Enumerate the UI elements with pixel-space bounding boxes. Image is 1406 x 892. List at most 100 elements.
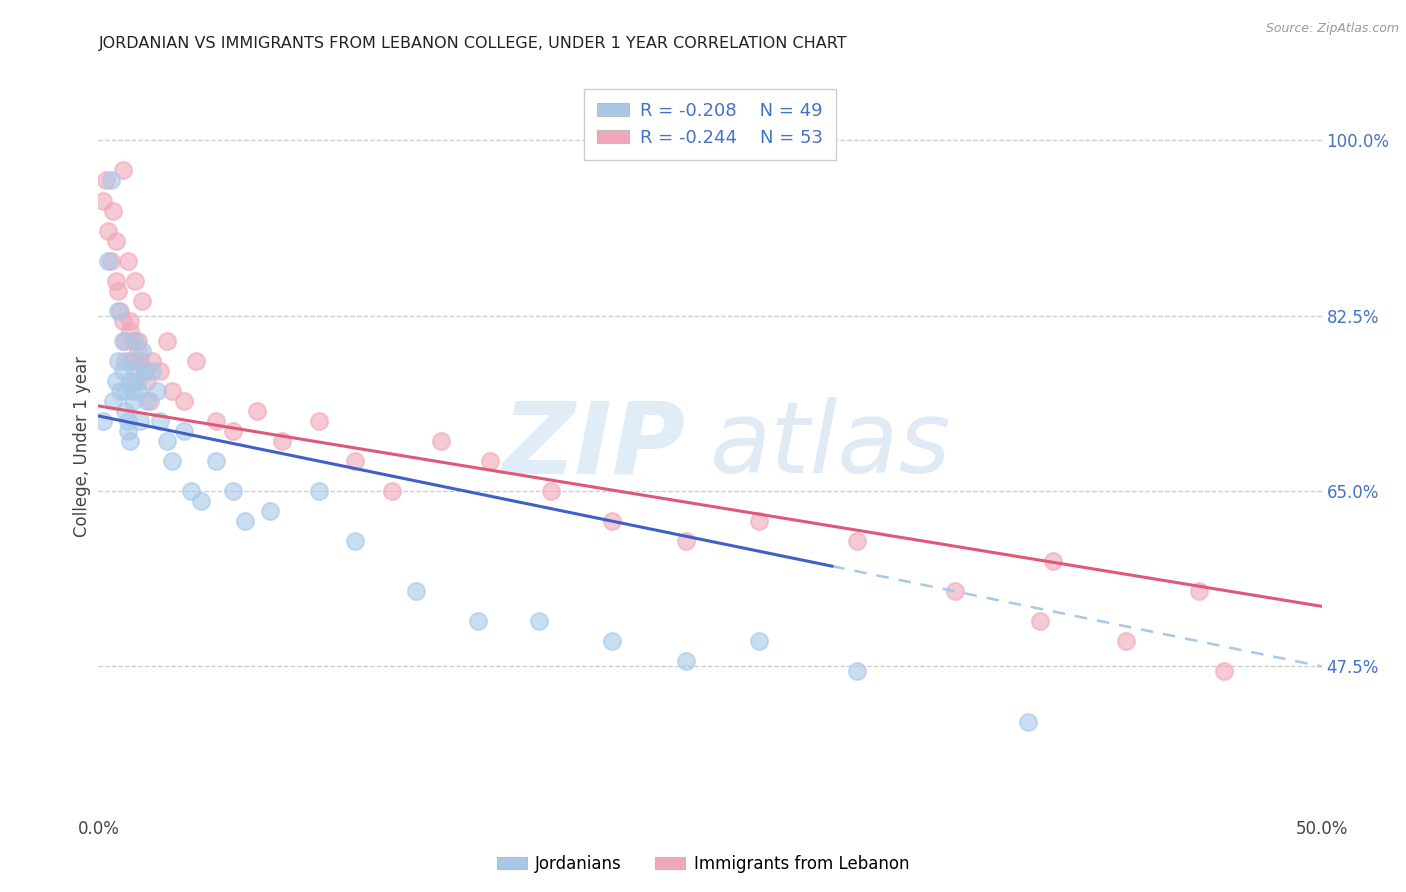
Point [430,434,453,448]
Point [124,374,146,388]
Point [600,634,623,648]
Point [139,393,162,408]
Point [1042,554,1064,568]
Point [110,303,132,318]
Point [121,384,143,398]
Point [117,424,139,438]
Point [467,615,489,629]
Point [146,384,169,398]
Point [120,354,142,368]
Point [149,414,172,428]
Point [540,484,562,499]
Point [114,354,136,368]
Point [344,454,367,468]
Point [180,484,202,499]
Point [129,354,152,368]
Point [121,393,143,408]
Point [117,414,139,428]
Point [675,534,697,549]
Y-axis label: College, Under 1 year: College, Under 1 year [73,355,91,537]
Point [748,634,770,648]
Point [344,534,367,549]
Point [478,454,501,468]
Point [270,434,294,448]
Point [527,615,550,629]
Point [160,384,183,398]
Point [107,354,129,368]
Point [381,484,404,499]
Point [111,163,134,178]
Point [1212,665,1234,679]
Point [100,173,122,187]
Point [120,374,142,388]
Point [205,454,228,468]
Point [134,364,156,378]
Point [173,393,195,408]
Text: Source: ZipAtlas.com: Source: ZipAtlas.com [1265,22,1399,36]
Point [141,364,163,378]
Point [222,424,245,438]
Point [97,223,120,237]
Point [114,334,136,348]
Point [111,334,134,348]
Point [120,434,142,448]
Point [104,374,127,388]
Point [129,414,152,428]
Point [100,253,122,268]
Point [308,484,330,499]
Point [205,414,228,428]
Point [222,484,245,499]
Point [131,343,153,358]
Point [190,494,212,508]
Point [1029,615,1052,629]
Point [156,334,179,348]
Point [131,293,153,308]
Point [186,354,208,368]
Point [120,324,142,338]
Point [134,364,156,378]
Point [259,504,281,518]
Point [127,374,149,388]
Point [111,314,134,328]
Point [97,253,120,268]
Point [845,534,868,549]
Point [114,404,136,418]
Point [1115,634,1137,648]
Point [845,665,868,679]
Point [246,404,269,418]
Point [308,414,330,428]
Point [136,393,159,408]
Point [173,424,195,438]
Legend: R = -0.208    N = 49, R = -0.244    N = 53: R = -0.208 N = 49, R = -0.244 N = 53 [585,89,835,160]
Point [104,274,127,288]
Point [405,584,427,599]
Point [160,454,183,468]
Point [124,364,146,378]
Point [149,364,172,378]
Point [91,194,114,208]
Point [121,354,143,368]
Point [675,655,697,669]
Point [600,514,623,528]
Point [104,234,127,248]
Point [124,334,146,348]
Point [120,314,142,328]
Text: atlas: atlas [710,398,952,494]
Point [141,354,163,368]
Point [127,384,149,398]
Text: ZIP: ZIP [502,398,686,494]
Point [127,334,149,348]
Text: JORDANIAN VS IMMIGRANTS FROM LEBANON COLLEGE, UNDER 1 YEAR CORRELATION CHART: JORDANIAN VS IMMIGRANTS FROM LEBANON COL… [98,36,846,51]
Point [748,514,770,528]
Point [233,514,256,528]
Point [101,393,124,408]
Point [124,274,146,288]
Point [121,334,143,348]
Point [110,384,132,398]
Point [114,384,136,398]
Point [107,284,129,298]
Legend: Jordanians, Immigrants from Lebanon: Jordanians, Immigrants from Lebanon [491,848,915,880]
Point [107,303,129,318]
Point [117,253,139,268]
Point [127,343,149,358]
